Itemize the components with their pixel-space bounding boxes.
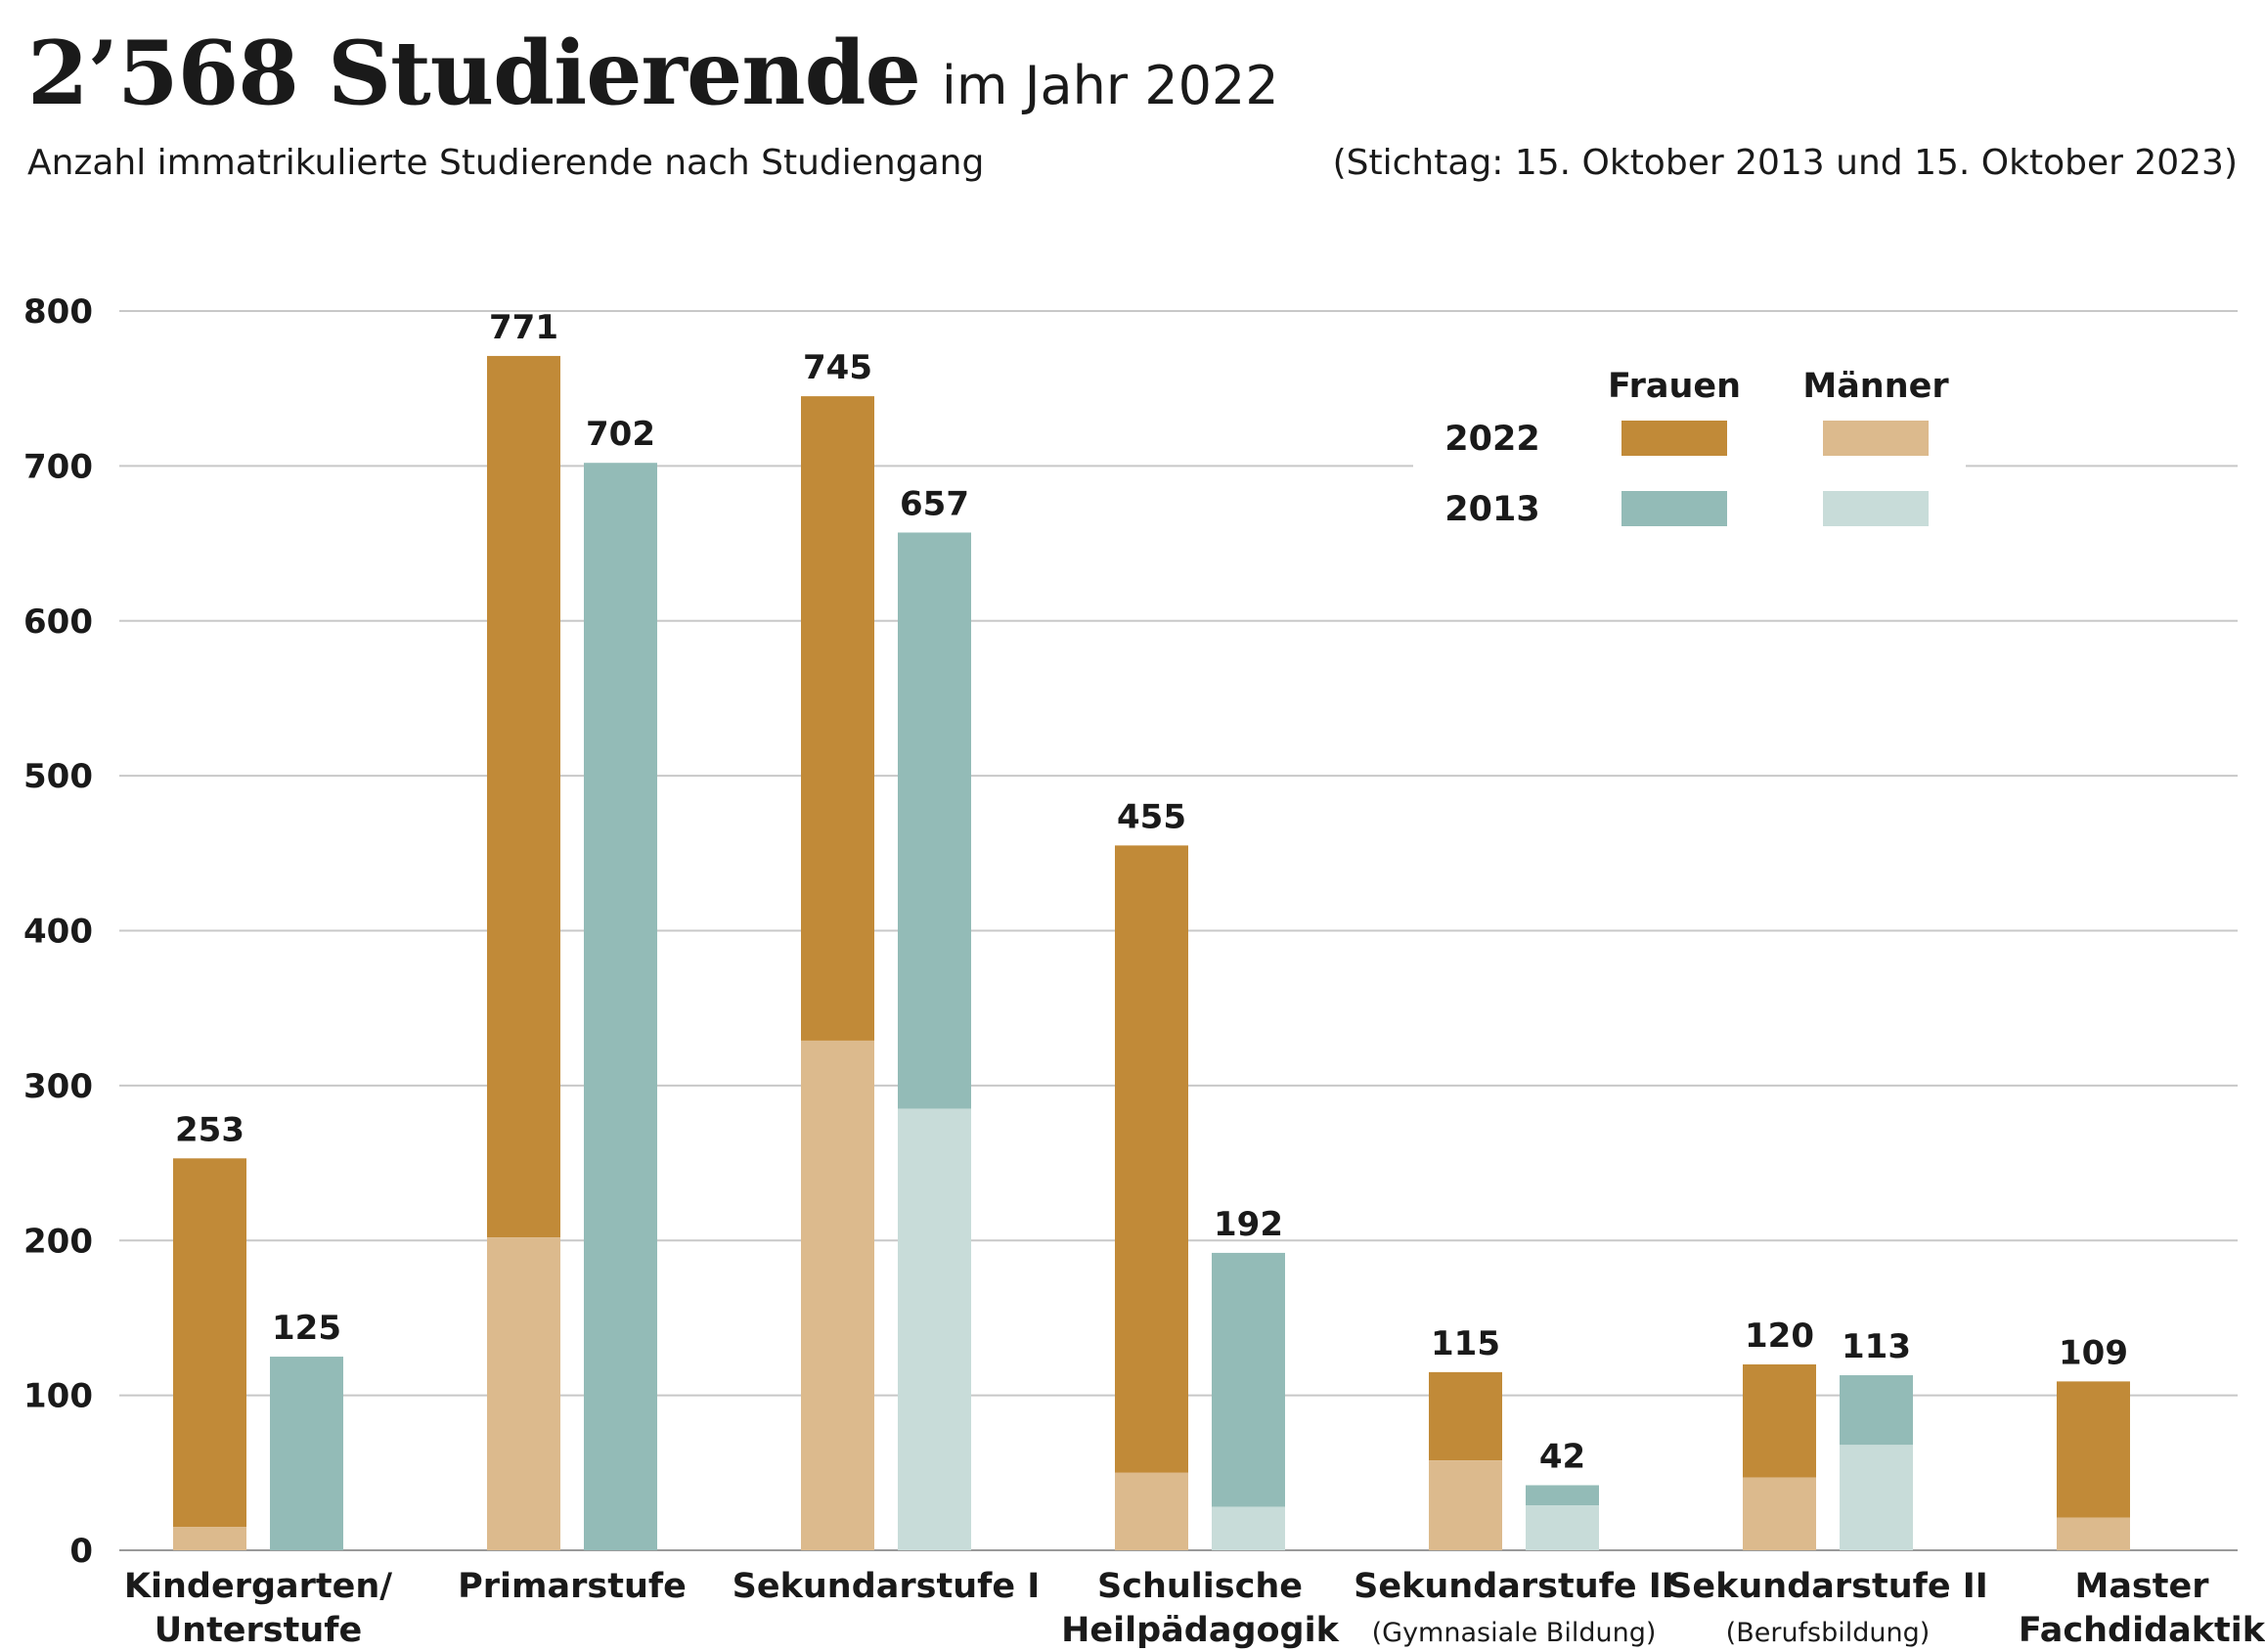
category-label: Unterstufe: [155, 1611, 363, 1650]
y-axis: 0 100 200 300 400 500 600 700 800: [23, 292, 93, 1571]
y-tick-label: 400: [23, 913, 93, 952]
bar-men-2022: [487, 1237, 560, 1550]
legend-row-label: 2013: [1444, 490, 1539, 529]
chart-title: 2’568 Studierende im Jahr 2022: [27, 22, 1279, 125]
bar-women-2022: [1429, 1371, 1502, 1461]
bar-value-label: 702: [586, 415, 655, 454]
category-label: (Gymnasiale Bildung): [1372, 1618, 1657, 1648]
bar-value-label: 745: [803, 348, 872, 387]
bar-women-2022: [801, 396, 874, 1041]
legend-swatch: [1823, 491, 1929, 526]
category-label: Kindergarten/: [124, 1567, 392, 1606]
bar-women-2013: [584, 463, 657, 1550]
bar-men-2022: [801, 1040, 874, 1550]
bar-value-label: 771: [489, 308, 558, 347]
y-tick-label: 700: [23, 447, 93, 486]
bar-men-2013: [1840, 1445, 1913, 1550]
y-tick-label: 0: [69, 1532, 93, 1571]
legend-swatch: [1621, 421, 1727, 456]
title-sub: im Jahr 2022: [941, 55, 1279, 116]
bar-value-label: 109: [2059, 1333, 2128, 1372]
y-tick-label: 100: [23, 1377, 93, 1416]
legend-swatch: [1621, 491, 1727, 526]
bar-men-2022: [1743, 1477, 1816, 1550]
bars: 253 125 771 702 745 657 455 192 115 42 120 113 109: [173, 308, 2130, 1550]
bar-men-2013: [1526, 1505, 1599, 1550]
category-label: Heilpädagogik: [1061, 1611, 1340, 1650]
category-label: Sekundarstufe II: [1354, 1567, 1674, 1606]
bar-value-label: 455: [1117, 797, 1186, 836]
bar-men-2022: [1115, 1472, 1188, 1550]
chart-stichtag: (Stichtag: 15. Oktober 2013 und 15. Okto…: [1332, 143, 2238, 183]
legend: Frauen Männer 2022 2013: [1413, 350, 1966, 536]
category-label: Master: [2074, 1567, 2209, 1606]
y-tick-label: 800: [23, 292, 93, 332]
y-tick-label: 500: [23, 757, 93, 796]
bar-value-label: 42: [1539, 1437, 1585, 1476]
bar-women-2013: [898, 532, 971, 1109]
bar-value-label: 115: [1431, 1324, 1500, 1363]
legend-swatch: [1823, 421, 1929, 456]
category-label: (Berufsbildung): [1726, 1618, 1931, 1648]
bar-value-label: 253: [175, 1110, 244, 1149]
category-label: Fachdidaktik: [2019, 1611, 2265, 1650]
y-tick-label: 300: [23, 1067, 93, 1106]
bar-women-2022: [1743, 1363, 1816, 1478]
bar-women-2022: [1115, 845, 1188, 1473]
y-tick-label: 200: [23, 1222, 93, 1261]
bar-men-2022: [2057, 1517, 2130, 1550]
bar-women-2013: [1840, 1375, 1913, 1446]
x-axis: Kindergarten/Unterstufe Primarstufe Sekund…: [124, 1567, 2265, 1650]
y-tick-label: 600: [23, 603, 93, 642]
bar-value-label: 192: [1214, 1205, 1283, 1244]
category-label: Sekundarstufe II: [1667, 1567, 1988, 1606]
legend-col-label: Frauen: [1608, 367, 1741, 406]
chart-subtitle: Anzahl immatrikulierte Studierende nach …: [27, 143, 985, 183]
category-label: Schulische: [1097, 1567, 1303, 1606]
category-label: Sekundarstufe I: [733, 1567, 1041, 1606]
legend-row-label: 2022: [1444, 420, 1539, 459]
category-label: Primarstufe: [458, 1567, 687, 1606]
bar-men-2022: [1429, 1460, 1502, 1550]
title-main: 2’568 Studierende: [27, 22, 921, 125]
bar-women-2013: [1212, 1252, 1285, 1507]
bar-value-label: 657: [900, 484, 969, 523]
bar-men-2013: [898, 1108, 971, 1550]
bar-women-2022: [487, 355, 560, 1238]
bar-value-label: 120: [1745, 1317, 1814, 1356]
bar-value-label: 125: [272, 1309, 341, 1348]
bar-value-label: 113: [1842, 1327, 1911, 1366]
bar-women-2022: [173, 1158, 246, 1528]
legend-col-label: Männer: [1802, 367, 1949, 406]
bar-women-2013: [270, 1357, 343, 1550]
bar-women-2013: [1526, 1485, 1599, 1506]
bar-men-2013: [1212, 1506, 1285, 1550]
bar-men-2022: [173, 1527, 246, 1550]
bar-women-2022: [2057, 1381, 2130, 1518]
